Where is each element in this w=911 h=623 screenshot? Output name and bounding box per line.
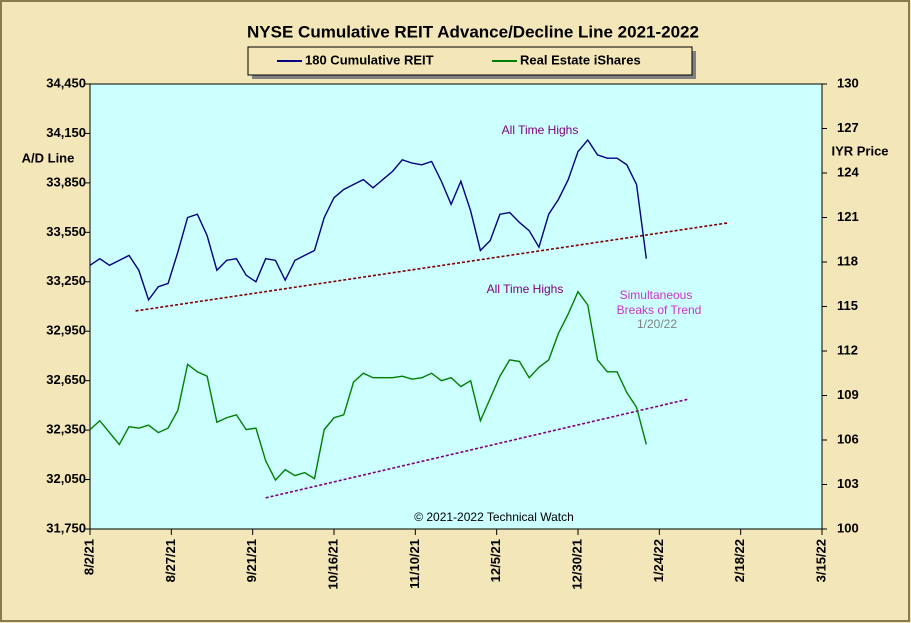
y2-tick-label: 103 [837, 476, 859, 491]
y2-tick-label: 115 [837, 298, 858, 313]
x-tick-label: 3/15/22 [813, 539, 828, 582]
series-line [89, 138, 648, 302]
y2-tick-label: 100 [837, 520, 859, 535]
chart-title: NYSE Cumulative REIT Advance/Decline Lin… [247, 22, 699, 41]
annotation: 1/20/22 [637, 317, 677, 331]
y-tick-label: 34,150 [46, 125, 86, 140]
x-tick-label: 10/16/21 [325, 539, 340, 590]
x-tick-label: 9/21/21 [244, 539, 259, 582]
credit: © 2021-2022 Technical Watch [414, 510, 574, 524]
y-axis-label: A/D Line [22, 150, 75, 165]
y-tick-label: 32,650 [46, 372, 86, 387]
legend-label: Real Estate iShares [520, 52, 641, 67]
x-tick-label: 12/5/21 [488, 539, 503, 582]
annotation: All Time Highs [487, 282, 564, 296]
annotation: All Time Highs [502, 123, 579, 137]
series-line [89, 290, 647, 482]
plot-area [89, 83, 823, 530]
y-tick-label: 33,250 [46, 273, 86, 288]
y-tick-label: 33,850 [46, 174, 86, 189]
y-tick-label: 32,950 [46, 323, 86, 338]
y2-tick-label: 121 [837, 209, 859, 224]
y2-tick-label: 112 [837, 342, 858, 357]
x-tick-label: 8/2/21 [81, 539, 96, 575]
y-tick-label: 34,450 [46, 75, 86, 90]
legend-box [247, 46, 693, 76]
y-tick-label: 32,350 [46, 422, 86, 437]
y-tick-label: 33,550 [46, 224, 86, 239]
x-tick-label: 12/30/21 [569, 539, 584, 590]
y2-tick-label: 124 [837, 164, 859, 179]
x-tick-label: 2/18/22 [732, 539, 747, 582]
y2-axis-label: IYR Price [831, 143, 888, 158]
legend-label: 180 Cumulative REIT [305, 52, 434, 67]
y-tick-label: 32,050 [46, 471, 86, 486]
y2-tick-label: 109 [837, 387, 859, 402]
y-tick-label: 31,750 [46, 520, 86, 535]
trend-line [265, 398, 689, 499]
x-tick-label: 1/24/22 [651, 539, 666, 582]
y2-tick-label: 127 [837, 120, 859, 135]
x-tick-label: 8/27/21 [163, 539, 178, 582]
y2-tick-label: 130 [837, 75, 859, 90]
annotation: Breaks of Trend [617, 303, 702, 317]
y2-tick-label: 106 [837, 431, 859, 446]
legend: 180 Cumulative REIT Real Estate iShares [247, 46, 696, 79]
annotation: Simultaneous [620, 288, 693, 302]
x-tick-label: 11/10/21 [407, 539, 422, 589]
y2-tick-label: 118 [837, 253, 858, 268]
